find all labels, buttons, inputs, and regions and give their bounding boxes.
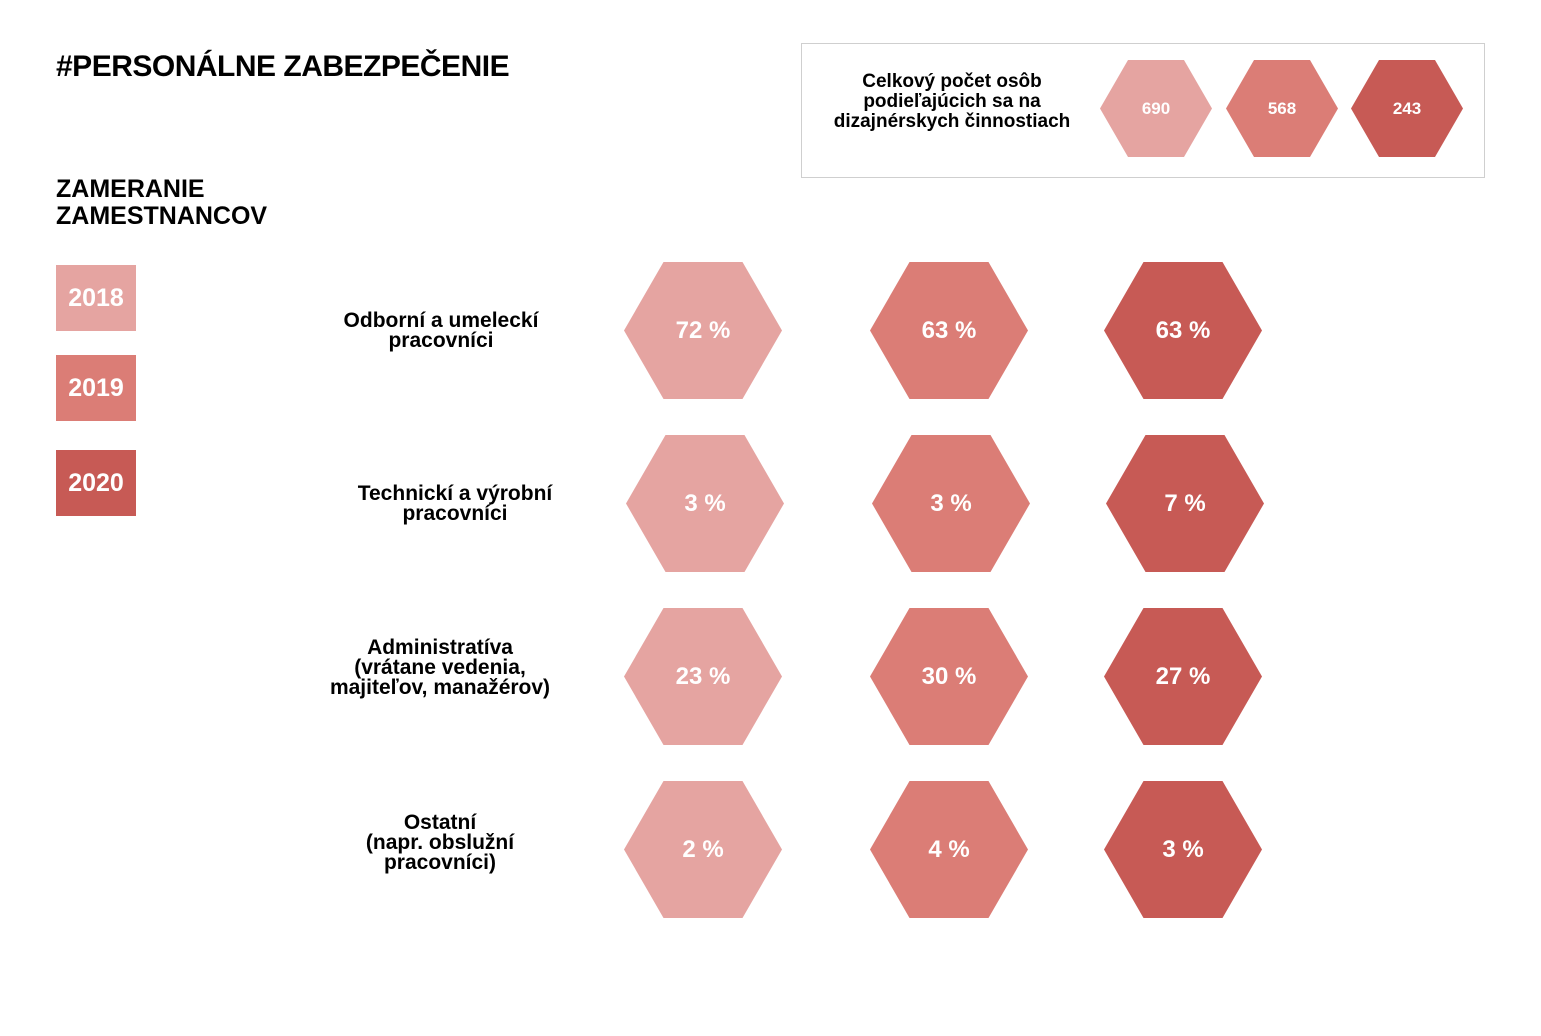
hex-administrativa-2018: 23 % [624,608,782,745]
legend-2018: 2018 [56,265,136,331]
row-label-ostatni: Ostatní (napr. obslužní pracovníci) [365,811,515,874]
hex-technicki-2020: 7 % [1106,435,1264,572]
legend-2019: 2019 [56,355,136,421]
hex-ostatni-2020: 3 % [1104,781,1262,918]
section-subtitle: ZAMERANIE ZAMESTNANCOV [56,175,268,230]
totals-label: Celkový počet osôb podieľajúcich sa na d… [833,71,1071,132]
total-2020-hex: 243 [1351,60,1463,157]
totals-panel: Celkový počet osôb podieľajúcich sa na d… [801,43,1485,178]
hex-administrativa-2019: 30 % [870,608,1028,745]
legend-2020: 2020 [56,450,136,516]
page-title: #PERSONÁLNE ZABEZPEČENIE [56,50,510,83]
hex-ostatni-2019: 4 % [870,781,1028,918]
hex-odborni-2019: 63 % [870,262,1028,399]
row-label-technicki: Technickí a výrobní pracovníci [357,482,553,525]
hex-technicki-2018: 3 % [626,435,784,572]
total-2018-hex: 690 [1100,60,1212,157]
row-label-administrativa: Administratíva (vrátane vedenia, majiteľ… [329,636,551,699]
hex-odborni-2018: 72 % [624,262,782,399]
hex-administrativa-2020: 27 % [1104,608,1262,745]
hex-odborni-2020: 63 % [1104,262,1262,399]
hex-technicki-2019: 3 % [872,435,1030,572]
row-label-odborni: Odborní a umeleckí pracovníci [343,309,539,352]
hex-ostatni-2018: 2 % [624,781,782,918]
total-2019-hex: 568 [1226,60,1338,157]
